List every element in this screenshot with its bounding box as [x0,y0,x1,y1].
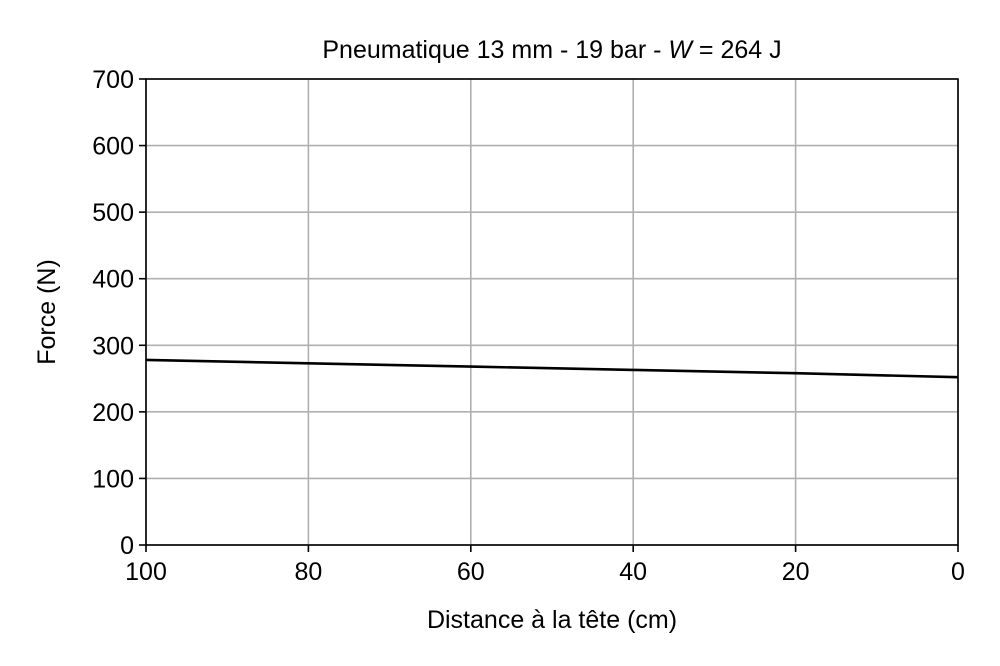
y-tick-label: 300 [92,332,134,360]
y-tick-label: 0 [120,532,134,560]
chart-title-suffix: = 264 J [692,36,782,64]
y-tick-label: 500 [92,199,134,227]
y-tick-label: 200 [92,399,134,427]
plot-frame [145,78,959,546]
x-tick-label: 80 [294,558,322,586]
x-axis-label: Distance à la tête (cm) [427,606,677,634]
grid [145,78,959,546]
chart-title-symbol: W [668,36,694,64]
y-tick-label: 400 [92,266,134,294]
chart-title-prefix: Pneumatique 13 mm - 19 bar - [322,36,668,64]
y-tick-label: 600 [92,133,134,161]
x-tick-label: 40 [619,558,647,586]
y-tick-label: 700 [92,66,134,94]
x-tick-label: 100 [125,558,167,586]
force-series-line [145,358,959,379]
x-tick-label: 0 [951,558,965,586]
x-tick-label: 20 [782,558,810,586]
series-layer [145,358,959,379]
y-axis-label: Force (N) [33,259,61,365]
x-tick-label: 60 [457,558,485,586]
chart-title: Pneumatique 13 mm - 19 bar - W = 264 J [322,36,781,64]
y-tick-label: 100 [92,465,134,493]
